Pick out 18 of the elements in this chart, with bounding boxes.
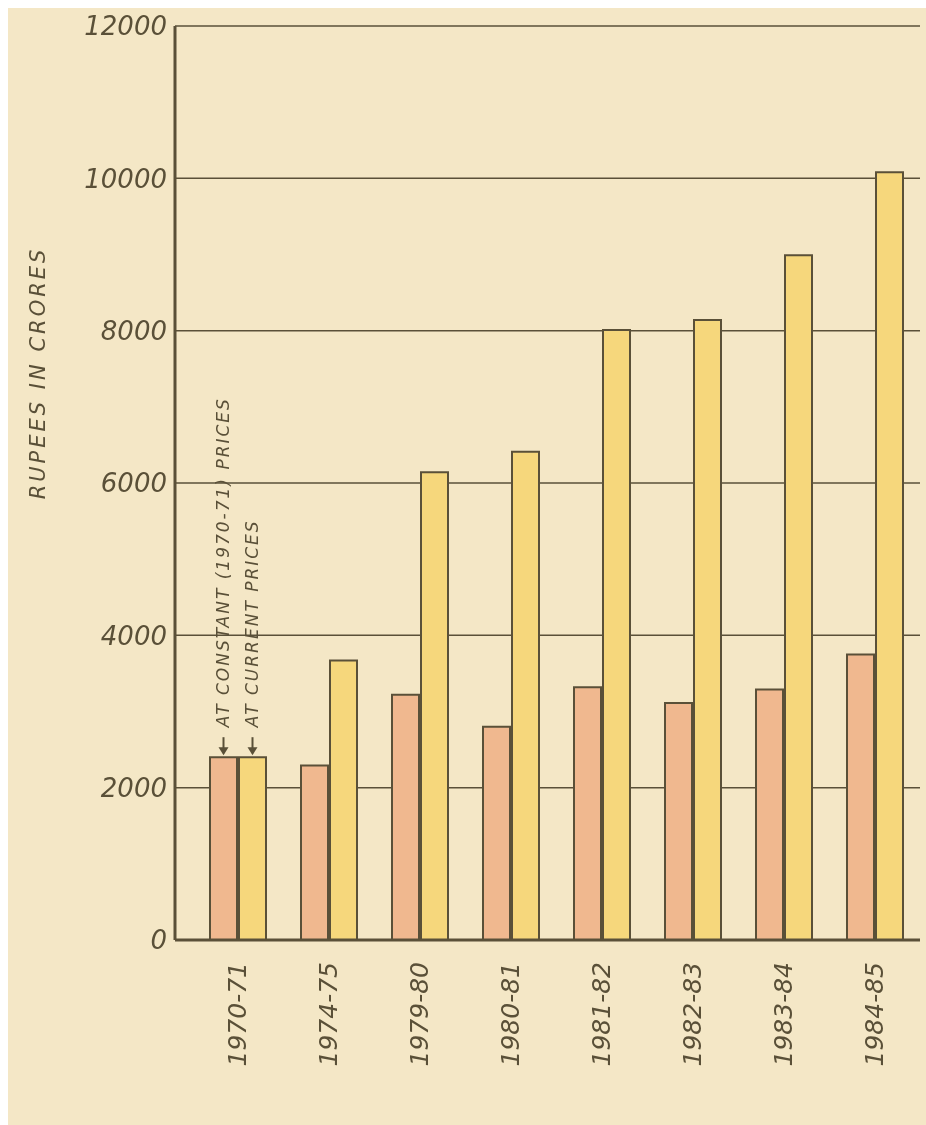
text: AT CURRENT PRICES	[242, 519, 263, 729]
x-tick-label: 1982-83	[678, 962, 707, 1067]
x-tick-label: 1984-85	[860, 962, 889, 1067]
y-tick-label: 8000	[100, 315, 167, 346]
y-tick-label: 12000	[84, 11, 167, 42]
x-tick-label: 1974-75	[314, 962, 343, 1067]
x-tick-label: 1983-84	[769, 962, 798, 1067]
y-tick-label: 6000	[100, 468, 167, 499]
y-tick-label: 10000	[84, 163, 167, 194]
x-tick-label: 1979-80	[405, 962, 434, 1067]
y-tick-label: 2000	[100, 772, 167, 803]
text: AT CONSTANT (1970-71) PRICES	[213, 397, 234, 729]
y-tick-label: 4000	[100, 620, 167, 651]
x-tick-label: 1981-82	[587, 962, 616, 1067]
y-axis-title: RUPEES IN CRORES	[26, 246, 51, 500]
y-tick-label: 0	[150, 925, 167, 956]
x-tick-label: 1970-71	[223, 962, 252, 1067]
x-tick-label: 1980-81	[496, 962, 525, 1067]
